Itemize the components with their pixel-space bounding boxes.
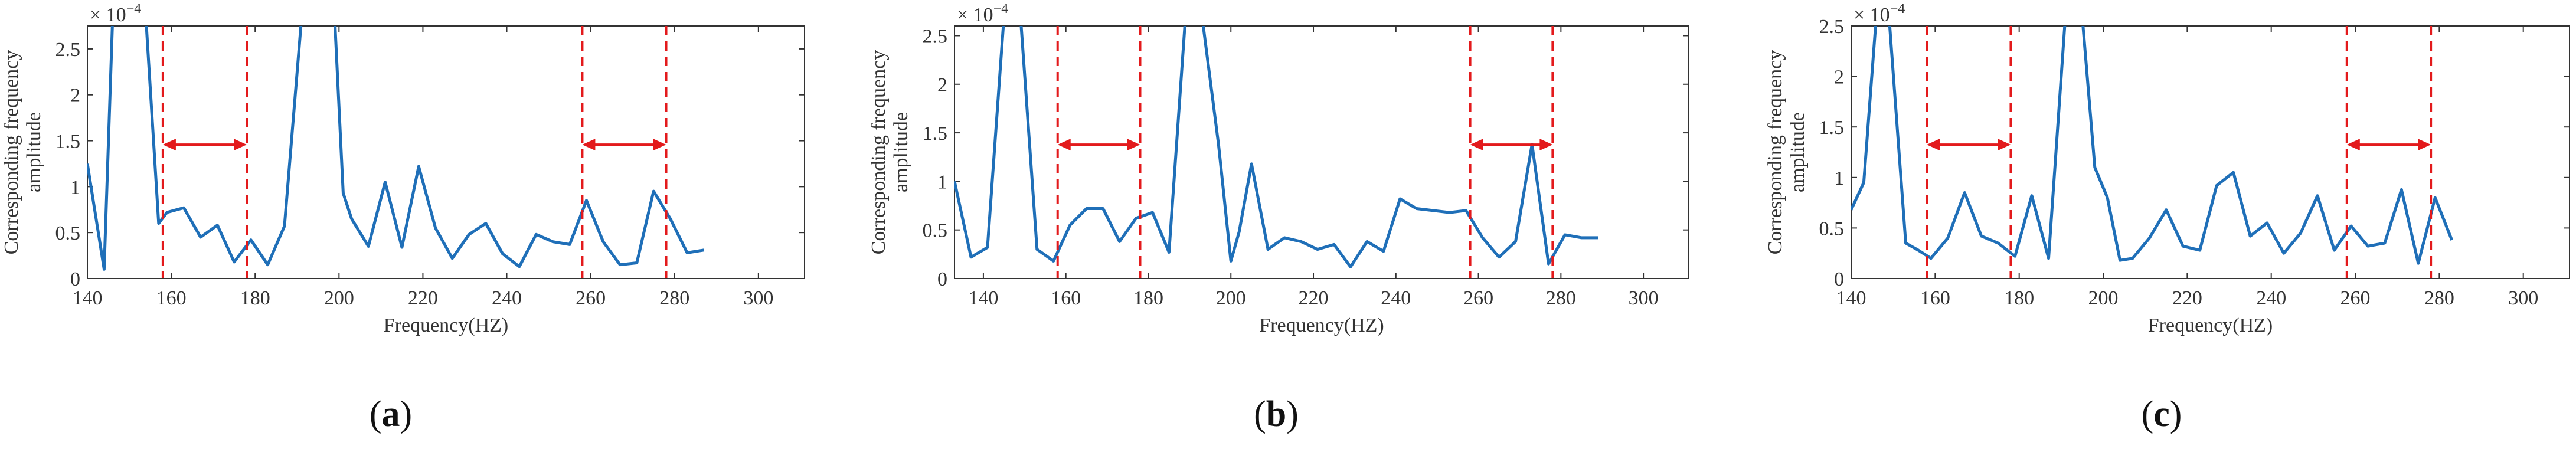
panel-label: (c) [2142,394,2182,434]
y-tick-label: 0.5 [923,220,948,242]
chart-panel-b: 140 160 180 200 220 240 260 280 300 0 0.5 1 1.5 2 2.5 ×… [868,1,1689,434]
y-tick-label: 2 [1834,67,1844,89]
band-arrow-head-right [1127,139,1140,151]
band-arrow-head-right [1539,139,1553,151]
plot-frame [1851,25,2570,279]
chart-panel-c: 140 160 180 200 220 240 260 280 300 0 0.5 1 1.5 2 2.5 ×… [1764,1,2570,434]
y-tick-label: 1.5 [923,123,948,145]
y-tick-label: 1 [937,171,947,193]
y-axis-label-line1: Corresponding frequency [1,50,22,255]
x-tick-label: 180 [1133,287,1163,309]
axis-multiplier: × 10−4 [90,1,141,26]
x-tick-label: 160 [1051,287,1081,309]
x-tick-label: 200 [2088,287,2119,309]
x-tick-label: 260 [1463,287,1493,309]
x-tick-label: 260 [2340,287,2371,309]
band-arrow-head-left [2346,139,2360,151]
axis-multiplier: × 10−4 [957,1,1008,26]
panel-label: (b) [1254,394,1299,434]
y-tick-label: 1 [70,176,80,198]
y-tick-label: 2.5 [923,25,948,47]
x-tick-label: 200 [1216,287,1246,309]
x-tick-label: 220 [1299,287,1329,309]
x-tick-label: 240 [1381,287,1411,309]
x-tick-label: 220 [2172,287,2202,309]
x-axis-label: Frequency(HZ) [2148,314,2273,336]
x-tick-label: 180 [2004,287,2034,309]
x-tick-label: 300 [743,287,773,309]
band-arrow-head-right [653,139,666,151]
x-tick-label: 280 [1546,287,1576,309]
panel-label: (a) [370,394,412,434]
x-tick-label: 140 [73,287,103,309]
band-arrow-head-left [1057,139,1071,151]
x-tick-label: 240 [2256,287,2286,309]
y-tick-label: 1 [1834,168,1844,189]
y-tick-label: 2.5 [55,39,81,61]
axis-multiplier: × 10−4 [1853,1,1905,26]
y-axis-label-line2: amplitude [23,112,45,192]
band-arrow-head-right [234,139,247,151]
band-arrow-head-right [2418,139,2431,151]
y-tick-label: 2.5 [1819,16,1845,38]
spectrum-series-line [954,26,1598,268]
x-tick-label: 240 [492,287,522,309]
spectrum-series-line [1851,26,2454,265]
y-tick-label: 1.5 [55,131,81,153]
y-tick-label: 0 [937,268,947,290]
x-tick-label: 200 [324,287,354,309]
x-tick-label: 300 [1629,287,1659,309]
x-tick-label: 280 [659,287,689,309]
x-tick-label: 160 [1920,287,1950,309]
plot-frame [954,25,1689,279]
x-tick-label: 280 [2424,287,2454,309]
x-tick-label: 140 [1836,287,1866,309]
x-tick-label: 300 [2508,287,2538,309]
band-arrow-head-left [1927,139,1940,151]
y-axis-label-line2: amplitude [1787,112,1809,192]
x-tick-label: 160 [156,287,187,309]
band-arrow-head-right [1998,139,2011,151]
band-arrow-head-left [582,139,596,151]
y-tick-label: 0.5 [55,222,81,244]
y-tick-label: 0 [1834,268,1844,290]
y-tick-label: 1.5 [1819,117,1845,139]
x-axis-label: Frequency(HZ) [1259,314,1384,336]
y-tick-label: 2 [70,85,80,107]
y-tick-label: 0 [70,268,80,290]
y-axis-label-line1: Corresponding frequency [1764,50,1786,255]
x-tick-label: 180 [240,287,270,309]
y-tick-label: 2 [937,74,947,96]
x-axis-label: Frequency(HZ) [384,314,508,336]
spectrum-series-line [87,26,704,271]
y-axis-label-line2: amplitude [890,112,912,192]
y-axis-label-line1: Corresponding frequency [868,50,890,255]
band-arrow-head-left [162,139,176,151]
x-tick-label: 140 [968,287,998,309]
plot-frame [87,25,805,279]
x-tick-label: 220 [408,287,438,309]
band-arrow-head-left [1470,139,1483,151]
y-tick-label: 0.5 [1819,218,1845,240]
x-tick-label: 260 [576,287,606,309]
chart-panel-a: 140 160 180 200 220 240 260 280 300 0 0.5 1 1.5 2 2.5 ×… [1,1,805,434]
